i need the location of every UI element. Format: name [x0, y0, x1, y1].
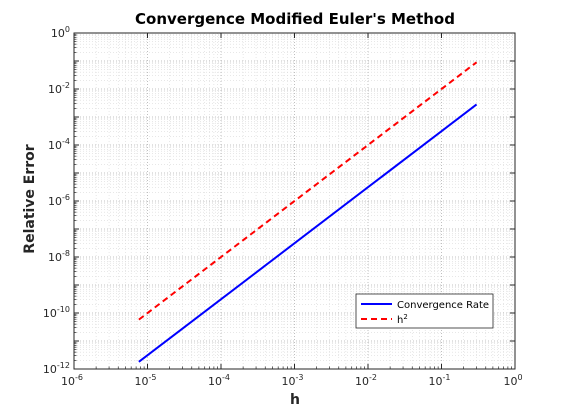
series-layer — [138, 61, 478, 363]
x-axis-label: h — [290, 392, 300, 408]
x-tick-label: 10-6 — [61, 373, 83, 388]
legend-label: h2 — [397, 313, 408, 326]
x-tick-label: 10-1 — [429, 373, 451, 388]
chart-title: Convergence Modified Euler's Method — [135, 10, 455, 28]
legend-box — [355, 293, 494, 329]
series-line-convergence-rate — [138, 103, 478, 363]
x-tick-label: 10-3 — [282, 373, 304, 388]
x-tick-label: 10-2 — [355, 373, 377, 388]
y-tick-label: 10-6 — [48, 193, 70, 208]
y-tick-label: 10-8 — [48, 249, 70, 264]
y-tick-label: 100 — [51, 25, 70, 40]
series-line-h-squared — [138, 61, 478, 321]
y-tick-label: 10-2 — [48, 81, 70, 96]
y-tick-label: 10-4 — [48, 137, 70, 152]
x-tick-label: 100 — [503, 373, 522, 388]
y-axis-label: Relative Error — [22, 144, 38, 253]
y-tick-label: 10-12 — [43, 361, 70, 376]
legend-label: Convergence Rate — [397, 300, 489, 311]
tick-marks — [73, 32, 516, 370]
y-tick-labels: 10-12 10-10 10-8 10-6 10-4 10-2 100 — [43, 25, 70, 376]
y-tick-label: 10-10 — [43, 305, 70, 320]
legend: Convergence Rate h2 — [355, 293, 494, 329]
x-tick-label: 10-4 — [208, 373, 230, 388]
x-tick-labels: 10-6 10-5 10-4 10-3 10-2 10-1 100 — [61, 373, 523, 388]
x-tick-label: 10-5 — [135, 373, 157, 388]
